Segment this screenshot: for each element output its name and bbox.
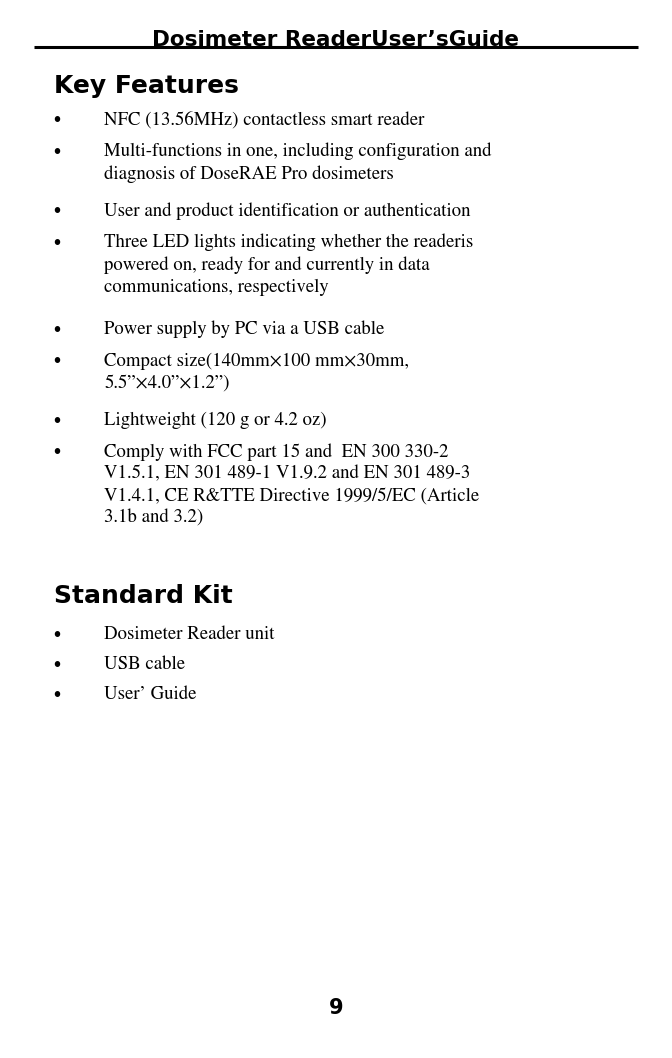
Text: Dosimeter Reader unit: Dosimeter Reader unit bbox=[104, 626, 275, 643]
Text: •: • bbox=[52, 412, 62, 431]
Text: Standard Kit: Standard Kit bbox=[54, 584, 233, 608]
Text: User and product identification or authentication: User and product identification or authe… bbox=[104, 202, 470, 220]
Text: Multi-functions in one, including configuration and
diagnosis of DoseRAE Pro dos: Multi-functions in one, including config… bbox=[104, 143, 492, 183]
Text: Power supply by PC via a USB cable: Power supply by PC via a USB cable bbox=[104, 321, 384, 339]
Text: User’ Guide: User’ Guide bbox=[104, 686, 197, 703]
Text: •: • bbox=[52, 111, 62, 130]
Text: 9: 9 bbox=[329, 998, 343, 1018]
Text: USB cable: USB cable bbox=[104, 656, 185, 673]
Text: NFC (13.56MHz) contactless smart reader: NFC (13.56MHz) contactless smart reader bbox=[104, 111, 425, 129]
Text: •: • bbox=[52, 352, 62, 371]
Text: •: • bbox=[52, 234, 62, 253]
Text: Key Features: Key Features bbox=[54, 74, 239, 98]
Text: •: • bbox=[52, 202, 62, 221]
Text: •: • bbox=[52, 626, 62, 645]
Text: Comply with FCC part 15 and  EN 300 330-2
V1.5.1, EN 301 489-1 V1.9.2 and EN 301: Comply with FCC part 15 and EN 300 330-2… bbox=[104, 443, 479, 526]
Text: Lightweight (120 g or 4.2 oz): Lightweight (120 g or 4.2 oz) bbox=[104, 412, 327, 428]
Text: Compact size(140mm×100 mm×30mm,
5.5”×4.0”×1.2”): Compact size(140mm×100 mm×30mm, 5.5”×4.0… bbox=[104, 352, 409, 391]
Text: Three LED lights indicating whether the readeris
powered on, ready for and curre: Three LED lights indicating whether the … bbox=[104, 234, 473, 295]
Text: •: • bbox=[52, 143, 62, 162]
Text: •: • bbox=[52, 321, 62, 340]
Text: Dosimeter ReaderUser’sGuide: Dosimeter ReaderUser’sGuide bbox=[153, 30, 519, 50]
Text: •: • bbox=[52, 656, 62, 675]
Text: •: • bbox=[52, 686, 62, 705]
Text: •: • bbox=[52, 443, 62, 462]
